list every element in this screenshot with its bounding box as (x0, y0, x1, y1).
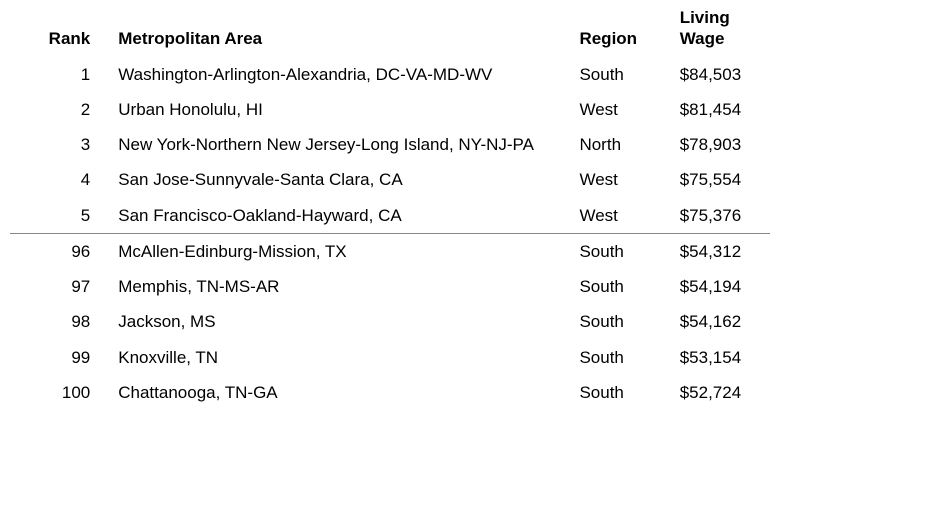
cell-wage: $54,312 (670, 233, 770, 269)
cell-wage: $78,903 (670, 127, 770, 162)
cell-rank: 4 (10, 162, 108, 197)
cell-metro: San Francisco-Oakland-Hayward, CA (108, 198, 569, 234)
col-header-rank: Rank (10, 0, 108, 57)
cell-wage: $53,154 (670, 340, 770, 375)
cell-rank: 100 (10, 375, 108, 410)
table-row: 1 Washington-Arlington-Alexandria, DC-VA… (10, 57, 770, 92)
cell-region: South (569, 57, 669, 92)
cell-rank: 1 (10, 57, 108, 92)
cell-metro: Chattanooga, TN-GA (108, 375, 569, 410)
table-row: 97 Memphis, TN-MS-AR South $54,194 (10, 269, 770, 304)
cell-wage: $54,194 (670, 269, 770, 304)
cell-region: South (569, 233, 669, 269)
cell-region: North (569, 127, 669, 162)
cell-metro: New York-Northern New Jersey-Long Island… (108, 127, 569, 162)
cell-region: West (569, 162, 669, 197)
cell-rank: 98 (10, 304, 108, 339)
col-header-wage: Living Wage (670, 0, 770, 57)
table-row: 99 Knoxville, TN South $53,154 (10, 340, 770, 375)
cell-metro: Washington-Arlington-Alexandria, DC-VA-M… (108, 57, 569, 92)
cell-rank: 97 (10, 269, 108, 304)
cell-rank: 96 (10, 233, 108, 269)
cell-metro: San Jose-Sunnyvale-Santa Clara, CA (108, 162, 569, 197)
cell-rank: 99 (10, 340, 108, 375)
cell-wage: $75,376 (670, 198, 770, 234)
cell-wage: $54,162 (670, 304, 770, 339)
col-header-region: Region (569, 0, 669, 57)
cell-wage: $84,503 (670, 57, 770, 92)
cell-metro: McAllen-Edinburg-Mission, TX (108, 233, 569, 269)
cell-region: South (569, 375, 669, 410)
cell-region: West (569, 92, 669, 127)
table-row: 2 Urban Honolulu, HI West $81,454 (10, 92, 770, 127)
cell-region: South (569, 340, 669, 375)
table-row: 96 McAllen-Edinburg-Mission, TX South $5… (10, 233, 770, 269)
cell-region: West (569, 198, 669, 234)
cell-wage: $52,724 (670, 375, 770, 410)
table-row: 4 San Jose-Sunnyvale-Santa Clara, CA Wes… (10, 162, 770, 197)
cell-metro: Memphis, TN-MS-AR (108, 269, 569, 304)
cell-wage: $75,554 (670, 162, 770, 197)
cell-rank: 5 (10, 198, 108, 234)
table-header-row: Rank Metropolitan Area Region Living Wag… (10, 0, 770, 57)
cell-region: South (569, 269, 669, 304)
cell-metro: Jackson, MS (108, 304, 569, 339)
cell-rank: 3 (10, 127, 108, 162)
cell-wage: $81,454 (670, 92, 770, 127)
table-row: 98 Jackson, MS South $54,162 (10, 304, 770, 339)
cell-metro: Knoxville, TN (108, 340, 569, 375)
table-row: 3 New York-Northern New Jersey-Long Isla… (10, 127, 770, 162)
table-row: 5 San Francisco-Oakland-Hayward, CA West… (10, 198, 770, 234)
cell-rank: 2 (10, 92, 108, 127)
living-wage-table: Rank Metropolitan Area Region Living Wag… (10, 0, 770, 410)
col-header-metro: Metropolitan Area (108, 0, 569, 57)
cell-region: South (569, 304, 669, 339)
cell-metro: Urban Honolulu, HI (108, 92, 569, 127)
table-row: 100 Chattanooga, TN-GA South $52,724 (10, 375, 770, 410)
